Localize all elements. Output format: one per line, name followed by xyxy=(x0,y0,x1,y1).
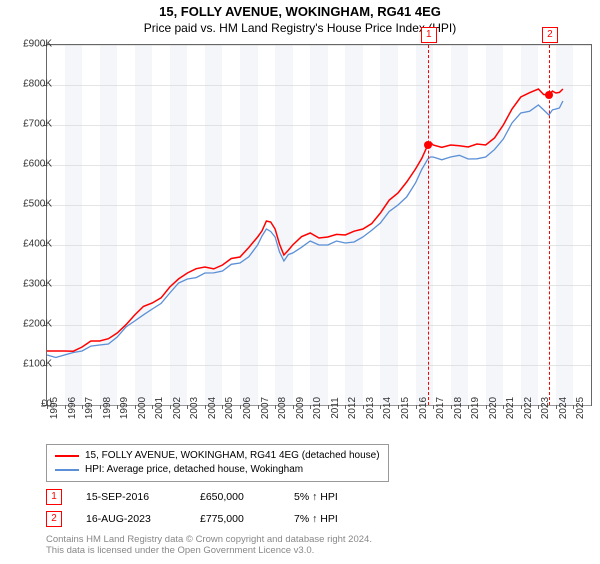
marker-dot xyxy=(545,91,553,99)
x-axis-label: 2017 xyxy=(435,397,446,419)
sale-price: £650,000 xyxy=(200,491,270,503)
series-price_paid xyxy=(47,89,563,351)
chart-lines xyxy=(47,45,591,405)
x-axis-label: 2025 xyxy=(575,397,586,419)
footnote: Contains HM Land Registry data © Crown c… xyxy=(46,534,372,557)
page-subtitle: Price paid vs. HM Land Registry's House … xyxy=(0,21,600,35)
sales-table: 1 15-SEP-2016 £650,000 5% ↑ HPI 2 16-AUG-2023… xyxy=(46,486,374,530)
x-axis-label: 2008 xyxy=(277,397,288,419)
marker-badge: 1 xyxy=(421,27,437,43)
footnote-line: This data is licensed under the Open Gov… xyxy=(46,545,372,556)
x-axis-label: 2002 xyxy=(172,397,183,419)
x-axis-label: 2012 xyxy=(347,397,358,419)
x-axis-label: 2019 xyxy=(470,397,481,419)
marker-line xyxy=(549,45,550,405)
x-axis-label: 2020 xyxy=(488,397,499,419)
y-axis-label: £400K xyxy=(23,239,52,250)
y-axis-label: £200K xyxy=(23,319,52,330)
marker-badge: 2 xyxy=(542,27,558,43)
legend-item: 15, FOLLY AVENUE, WOKINGHAM, RG41 4EG (d… xyxy=(55,449,380,463)
x-axis-label: 2010 xyxy=(312,397,323,419)
x-axis-label: 2005 xyxy=(224,397,235,419)
sale-marker-id: 1 xyxy=(46,489,62,505)
x-axis-label: 1996 xyxy=(67,397,78,419)
price-chart: 12 xyxy=(46,44,592,406)
marker-line xyxy=(428,45,429,405)
x-axis-label: 2007 xyxy=(260,397,271,419)
y-axis-label: £900K xyxy=(23,39,52,50)
x-axis-label: 2018 xyxy=(453,397,464,419)
x-axis-label: 2024 xyxy=(558,397,569,419)
y-axis-label: £700K xyxy=(23,119,52,130)
x-axis-label: 1998 xyxy=(102,397,113,419)
x-axis-label: 2023 xyxy=(540,397,551,419)
x-axis-label: 2003 xyxy=(189,397,200,419)
marker-dot xyxy=(424,141,432,149)
x-axis-label: 2009 xyxy=(295,397,306,419)
sale-date: 15-SEP-2016 xyxy=(86,491,176,503)
y-axis-label: £100K xyxy=(23,359,52,370)
legend-swatch xyxy=(55,469,79,471)
x-axis-label: 1997 xyxy=(84,397,95,419)
x-axis-label: 2015 xyxy=(400,397,411,419)
x-axis-label: 1999 xyxy=(119,397,130,419)
footnote-line: Contains HM Land Registry data © Crown c… xyxy=(46,534,372,545)
x-axis-label: 2000 xyxy=(137,397,148,419)
x-axis-label: 2006 xyxy=(242,397,253,419)
sale-price: £775,000 xyxy=(200,513,270,525)
legend: 15, FOLLY AVENUE, WOKINGHAM, RG41 4EG (d… xyxy=(46,444,389,482)
x-axis-label: 2014 xyxy=(382,397,393,419)
x-axis-label: 2016 xyxy=(418,397,429,419)
x-axis-label: 2022 xyxy=(523,397,534,419)
y-axis-label: £800K xyxy=(23,79,52,90)
table-row: 1 15-SEP-2016 £650,000 5% ↑ HPI xyxy=(46,486,374,508)
sale-date: 16-AUG-2023 xyxy=(86,513,176,525)
x-axis-label: 2004 xyxy=(207,397,218,419)
x-axis-label: 2001 xyxy=(154,397,165,419)
y-axis-label: £300K xyxy=(23,279,52,290)
legend-item: HPI: Average price, detached house, Woki… xyxy=(55,463,380,477)
series-hpi xyxy=(47,101,563,358)
legend-label: HPI: Average price, detached house, Woki… xyxy=(85,463,303,477)
x-axis-label: 2011 xyxy=(330,397,341,419)
legend-swatch xyxy=(55,455,79,457)
table-row: 2 16-AUG-2023 £775,000 7% ↑ HPI xyxy=(46,508,374,530)
sale-vs-hpi: 5% ↑ HPI xyxy=(294,491,374,503)
x-axis-label: 2021 xyxy=(505,397,516,419)
page-title: 15, FOLLY AVENUE, WOKINGHAM, RG41 4EG xyxy=(0,4,600,19)
y-axis-label: £600K xyxy=(23,159,52,170)
y-axis-label: £500K xyxy=(23,199,52,210)
legend-label: 15, FOLLY AVENUE, WOKINGHAM, RG41 4EG (d… xyxy=(85,449,380,463)
sale-marker-id: 2 xyxy=(46,511,62,527)
sale-vs-hpi: 7% ↑ HPI xyxy=(294,513,374,525)
x-axis-label: 1995 xyxy=(49,397,60,419)
x-axis-label: 2013 xyxy=(365,397,376,419)
